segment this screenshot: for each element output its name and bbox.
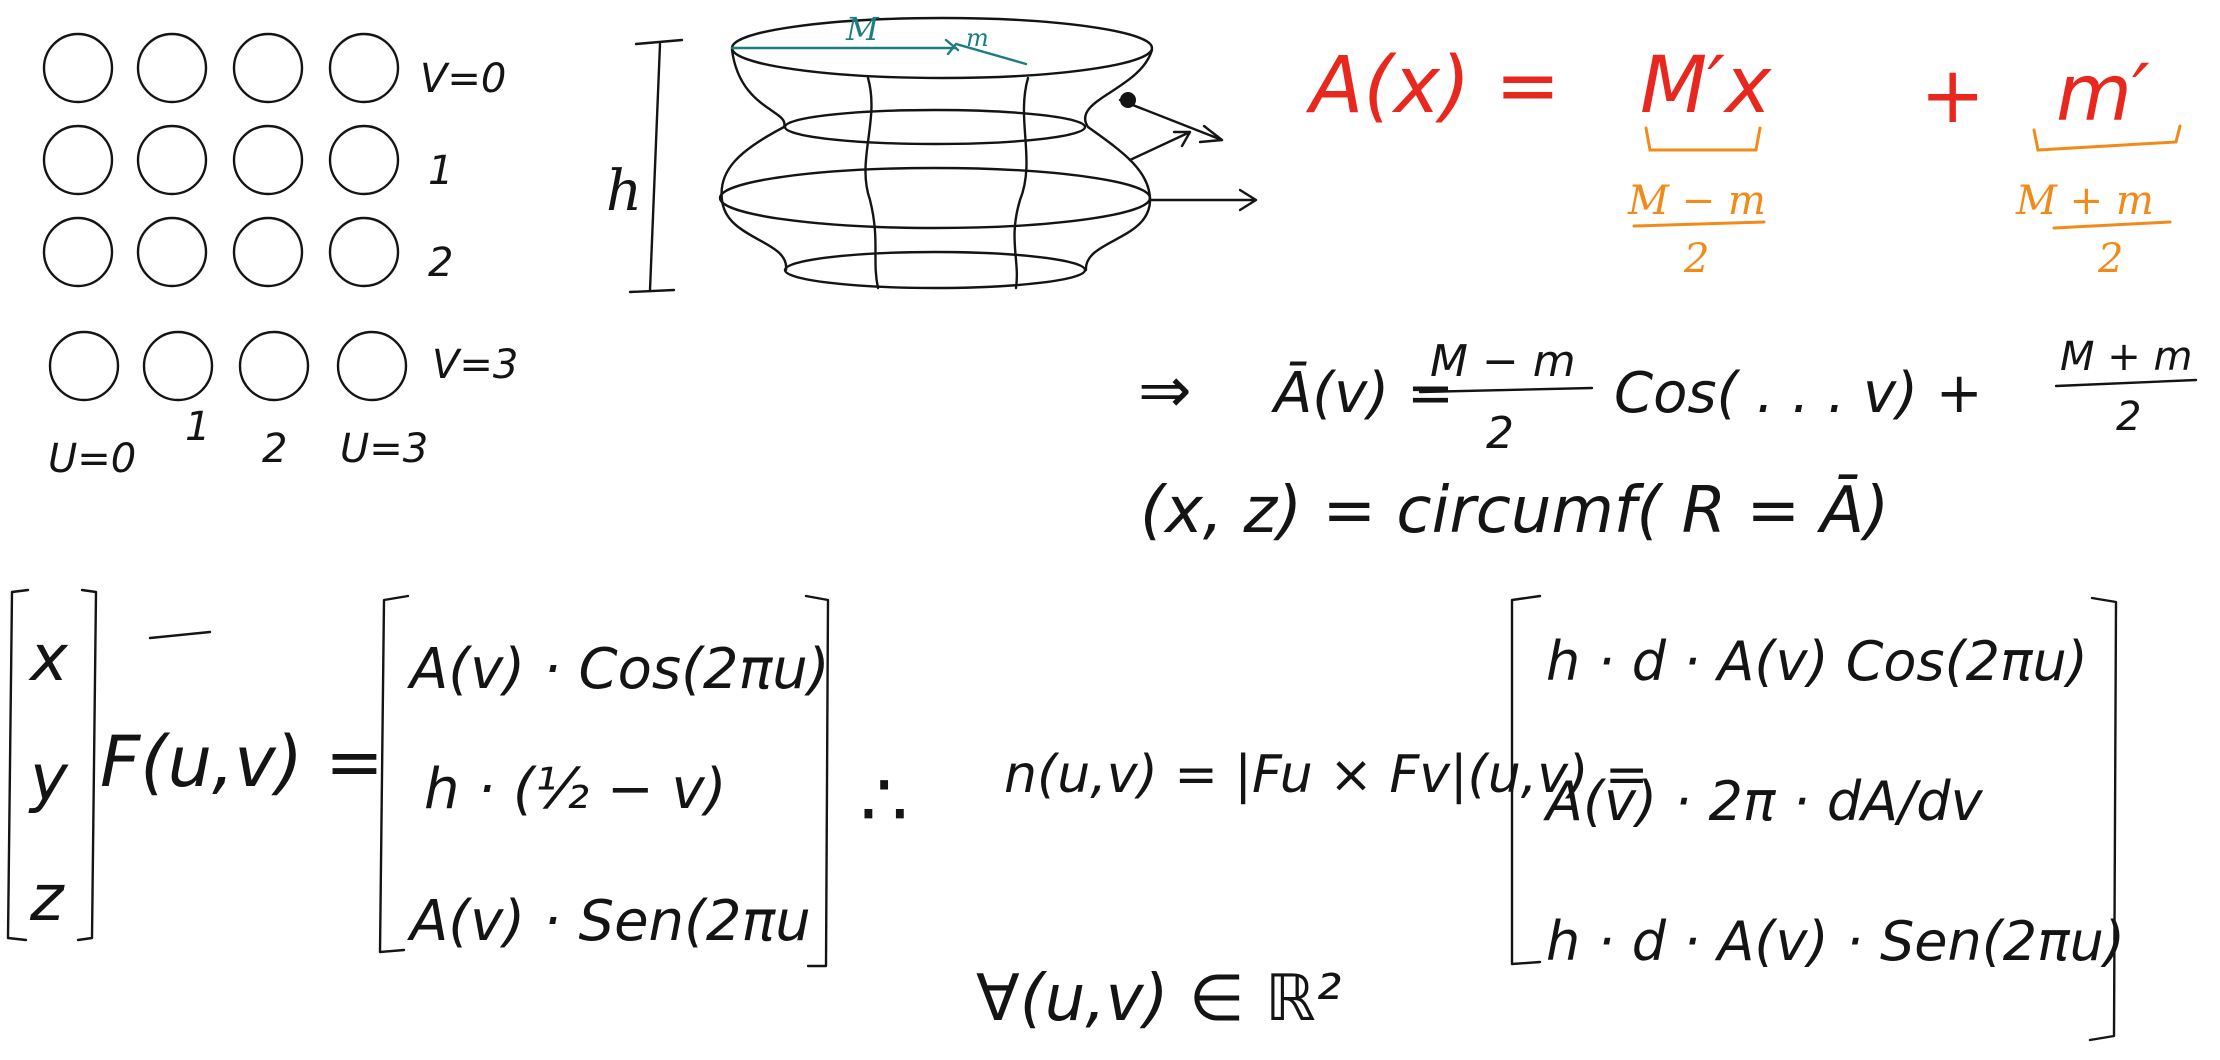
right-profile (1084, 48, 1154, 272)
red-plus: + (1920, 51, 1985, 141)
inner-meridian (1013, 76, 1030, 290)
F-entry-1: A(v) · Cos(2πu) (407, 637, 830, 702)
result-entry-1: h · d · A(v) Cos(2πu) (1546, 630, 2088, 693)
v-label: 2 (428, 240, 453, 286)
bottom-ellipse (783, 250, 1087, 290)
v-labels: V=0 1 2 V=3 (420, 56, 518, 388)
normal-arrow (1148, 188, 1258, 212)
orange-num2: M + m (2015, 178, 2154, 224)
orange-den2: 2 (2097, 236, 2123, 282)
result-bracket-left (1510, 594, 1542, 966)
grid-circle (136, 32, 208, 104)
abar-cos: Cos( . . . v) + (1614, 361, 1983, 426)
big-radius-label: M (845, 10, 880, 48)
height-marker: h (606, 38, 684, 294)
abar-lhs: Ā(v) = (1271, 361, 1454, 426)
col-x: x (28, 622, 69, 696)
grid-circle (238, 330, 310, 402)
matrix-bracket-right (804, 594, 830, 968)
result-entry-3: h · d · A(v) · Sen(2πu) (1546, 910, 2125, 973)
red-lhs: A(x) = (1305, 41, 1561, 131)
abar-num: M − m (1430, 336, 1576, 387)
forall-domain: ∀(u,v) ∈ ℝ² (976, 962, 1341, 1036)
vector-equation: x y z F(u,v) = A(v) · Cos(2πu) h · (½ − … (6, 588, 2125, 1042)
result-bracket-right (2088, 596, 2118, 1042)
derivation: ⇒ Ā(v) = M − m 2 Cos( . . . v) + M + m 2… (1138, 334, 2198, 548)
u-labels: U=0 1 2 U=3 (48, 404, 428, 482)
col-bracket-left (6, 588, 30, 942)
col-y: y (28, 742, 69, 816)
grid-circle (42, 216, 114, 288)
grid-circle (328, 216, 400, 288)
grid-circle (42, 124, 114, 196)
grid-circle (42, 32, 114, 104)
v-label: V=3 (432, 342, 518, 388)
implies-arrow: ⇒ (1138, 354, 1192, 428)
grid-circle (136, 124, 208, 196)
u-label: U=3 (340, 426, 428, 472)
grid-circle (232, 124, 304, 196)
F-entry-2: h · (½ − v) (424, 757, 727, 822)
grid-circle (336, 330, 408, 402)
matrix-bracket-left (378, 594, 410, 954)
F-def: F(u,v) = (100, 721, 384, 803)
orange-num1: M − m (1627, 178, 1766, 224)
F-entry-3: A(v) · Sen(2πu (407, 889, 811, 954)
red-formula: A(x) = M′x + m′ (1305, 41, 2150, 141)
surface-point (1120, 92, 1136, 108)
col-z: z (29, 862, 65, 936)
v-label: 1 (428, 148, 453, 194)
therefore-sign: ∴ (860, 755, 908, 844)
upper-ellipse (783, 108, 1087, 146)
circle-grid (42, 32, 408, 402)
grid-circle (328, 124, 400, 196)
v-label: V=0 (420, 56, 506, 102)
col-bracket-right (76, 588, 98, 942)
abar-den: 2 (1486, 408, 1514, 459)
left-profile (720, 48, 788, 272)
radius-annotation: M m (730, 10, 1028, 66)
u-label: 1 (185, 404, 210, 450)
u-label: U=0 (48, 436, 136, 482)
vase-sketch (718, 16, 1258, 290)
grid-circle (48, 330, 120, 402)
inner-meridian (864, 76, 880, 290)
grid-circle (232, 32, 304, 104)
red-term2: m′ (2056, 49, 2150, 139)
result-entry-2: A(v) · 2π · dA/dv (1543, 770, 1984, 833)
abar-den2: 2 (2116, 394, 2141, 440)
normal-arrow (1128, 130, 1192, 162)
small-radius-label: m (966, 24, 989, 52)
grid-circle (142, 330, 214, 402)
grid-circle (136, 216, 208, 288)
normal-arrow (1118, 98, 1224, 144)
u-label: 2 (262, 426, 287, 472)
red-term1: M′x (1640, 41, 1772, 131)
abar-num2: M + m (2060, 334, 2192, 380)
orange-notes: M − m 2 M + m 2 (1627, 124, 2182, 282)
grid-circle (232, 216, 304, 288)
grid-circle (328, 32, 400, 104)
middle-ellipse (718, 166, 1152, 230)
height-label: h (606, 159, 642, 224)
normal-def: n(u,v) = |Fu × Fv|(u,v) = (1004, 745, 1648, 805)
circumf-line: (x, z) = circumf( R = Ā) (1140, 474, 1889, 548)
orange-den1: 2 (1683, 236, 1709, 282)
